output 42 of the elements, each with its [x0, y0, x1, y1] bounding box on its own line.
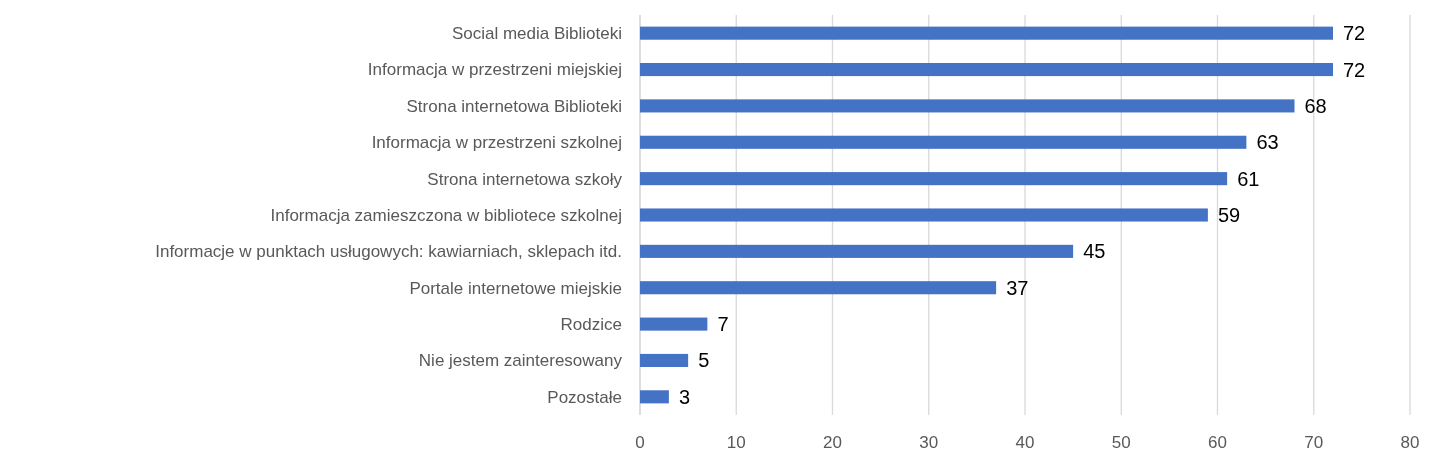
x-tick-label: 20	[823, 433, 842, 450]
data-label: 7	[717, 313, 729, 336]
data-label: 61	[1237, 167, 1260, 190]
y-tick-label: Rodzice	[560, 315, 622, 335]
x-tick-label: 60	[1208, 433, 1227, 450]
data-label: 45	[1083, 240, 1106, 263]
data-label: 68	[1304, 94, 1327, 117]
x-tick-label: 80	[1400, 433, 1420, 450]
x-tick-label: 70	[1304, 433, 1324, 450]
y-tick-label: Social media Biblioteki	[451, 24, 622, 44]
y-tick-label: Portale internetowe miejskie	[409, 278, 622, 298]
bar	[640, 172, 1228, 186]
bar	[640, 244, 1074, 258]
data-label: 59	[1217, 204, 1241, 226]
bar	[640, 135, 1247, 149]
data-label: 72	[1343, 58, 1366, 81]
y-tick-label: Informacja zamieszczona w bibliotece szkolnej	[270, 205, 622, 225]
bar	[640, 63, 1333, 77]
bar	[640, 317, 708, 331]
x-tick-label: 30	[919, 433, 939, 450]
bar	[640, 208, 1208, 222]
y-tick-label: Informacja w przestrzeni miejskiej	[367, 60, 622, 80]
data-label: 63	[1256, 131, 1279, 154]
x-tick-label: 10	[726, 433, 746, 450]
data-label: 72	[1343, 22, 1366, 45]
y-tick-label: Informacja w przestrzeni szkolnej	[371, 133, 622, 153]
y-tick-label: Informacje w punktach usługowych: kawiarniach, sklepach itd.	[155, 242, 622, 262]
x-tick-label: 0	[635, 433, 645, 450]
bar	[640, 353, 689, 367]
y-tick-label: Strona internetowa Biblioteki	[406, 96, 622, 116]
x-tick-label: 50	[1111, 433, 1131, 450]
y-tick-label: Pozostałe	[547, 387, 622, 407]
y-tick-label: Nie jestem zainteresowany	[418, 351, 623, 371]
bar	[640, 99, 1295, 113]
bar	[640, 390, 669, 404]
bar	[640, 26, 1333, 40]
data-label: 37	[1006, 276, 1029, 299]
data-label: 5	[698, 349, 710, 372]
bar	[640, 281, 997, 295]
y-tick-label: Strona internetowa szkoły	[427, 169, 623, 189]
data-label: 3	[678, 385, 690, 408]
x-tick-label: 40	[1015, 433, 1035, 450]
